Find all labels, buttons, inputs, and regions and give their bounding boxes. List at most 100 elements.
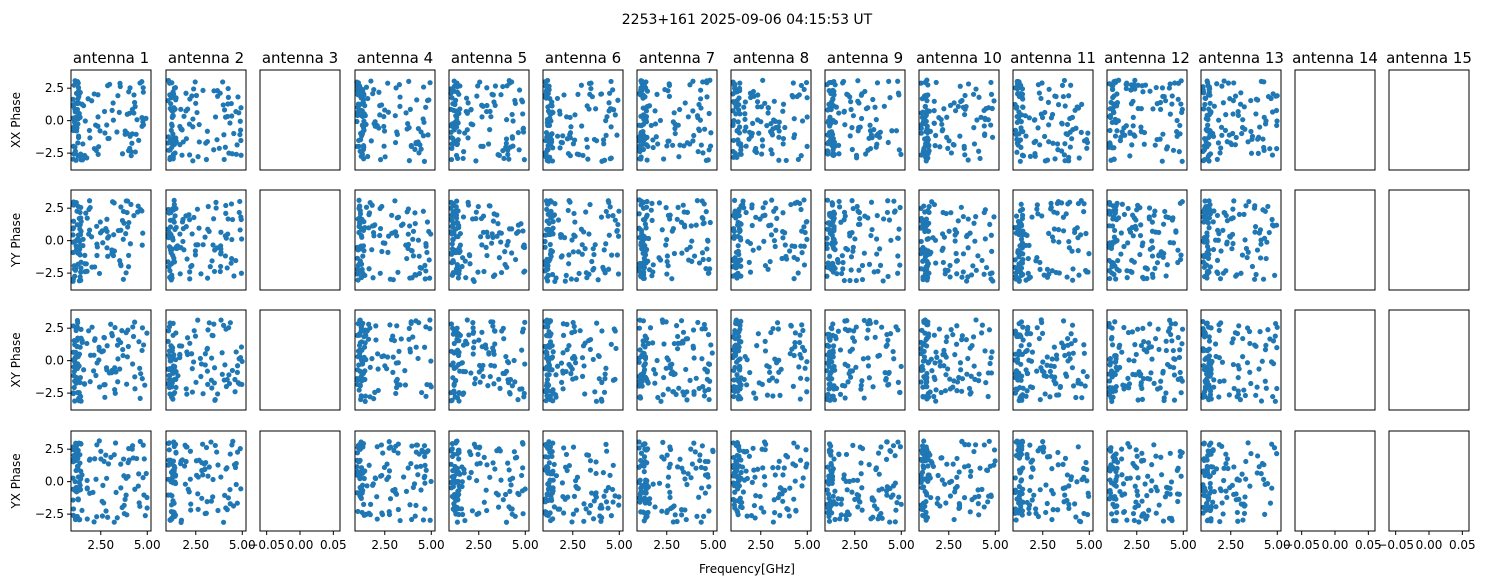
data-point [640, 138, 647, 144]
x-axis-label: Frequency[GHz] [699, 562, 795, 576]
data-point [697, 117, 704, 123]
data-point [1042, 391, 1048, 397]
y-tick-label: 0.0 [45, 234, 64, 248]
x-tick-label: 2.50 [182, 538, 209, 552]
data-point [86, 227, 93, 233]
data-point [470, 351, 476, 357]
data-point [1107, 106, 1113, 112]
data-point [586, 80, 593, 87]
data-point [607, 90, 613, 96]
data-point [841, 109, 847, 115]
data-point [640, 205, 647, 211]
data-point [369, 223, 376, 229]
data-point [466, 475, 472, 481]
data-point [140, 475, 146, 481]
data-point [836, 110, 842, 116]
data-point [1214, 269, 1220, 275]
data-point [1052, 156, 1058, 162]
data-point [1124, 275, 1130, 281]
data-point [1046, 86, 1052, 92]
data-point [967, 230, 973, 236]
data-point [397, 382, 403, 388]
data-point [1140, 376, 1147, 382]
panel-title: antenna 2 [168, 49, 244, 67]
data-point [976, 371, 982, 377]
data-point [768, 147, 774, 153]
data-point [1147, 321, 1153, 327]
data-point [70, 102, 76, 108]
data-point [233, 109, 239, 115]
data-point [926, 270, 932, 276]
data-point [925, 252, 931, 258]
data-point [664, 355, 670, 361]
data-point [639, 78, 645, 84]
data-point [81, 381, 88, 387]
data-point [925, 149, 931, 155]
data-point [168, 394, 175, 400]
data-point [1141, 339, 1147, 345]
data-point [1053, 352, 1060, 358]
data-point [872, 104, 878, 110]
data-point [574, 474, 581, 480]
data-point [602, 371, 608, 377]
data-point [824, 241, 830, 247]
data-point [854, 203, 860, 210]
data-point [1257, 124, 1263, 130]
data-point [780, 135, 787, 142]
data-point [1130, 123, 1136, 129]
data-point [895, 235, 901, 241]
data-point [1258, 78, 1264, 84]
data-point [1208, 110, 1214, 116]
data-point [947, 386, 953, 392]
data-point [1218, 248, 1224, 254]
data-point [370, 91, 376, 97]
data-point [608, 78, 614, 85]
data-point [887, 95, 893, 101]
data-point [77, 274, 83, 280]
data-point [1080, 368, 1086, 375]
data-point [796, 364, 802, 370]
data-point [112, 365, 118, 371]
data-point [1038, 365, 1044, 371]
data-point [584, 103, 590, 109]
data-point [564, 347, 570, 353]
data-point [1206, 134, 1212, 141]
data-point [695, 148, 701, 155]
data-point [84, 155, 90, 161]
panel-yy-phase-antenna-7 [636, 189, 718, 291]
data-point [886, 217, 893, 223]
data-point [638, 156, 644, 162]
data-point [603, 241, 609, 247]
data-point [499, 328, 505, 334]
data-point [744, 382, 750, 388]
data-point [789, 346, 795, 352]
data-point [1125, 205, 1131, 212]
data-point [653, 134, 659, 140]
data-point [205, 226, 211, 232]
data-point [178, 245, 184, 251]
panel-frame [636, 189, 718, 291]
data-point [615, 97, 621, 103]
data-point [71, 338, 77, 344]
data-point [1013, 230, 1019, 236]
data-point [480, 373, 486, 379]
data-point [933, 132, 939, 139]
data-point [801, 347, 808, 354]
data-point [355, 245, 361, 251]
data-point [173, 205, 179, 212]
data-point [223, 210, 229, 216]
data-point [473, 158, 479, 164]
data-point [646, 267, 653, 273]
data-point [1073, 394, 1079, 401]
data-point [223, 505, 229, 511]
data-point [570, 249, 576, 255]
data-point [832, 333, 839, 340]
panel-xx-phase-antenna-10: antenna 10 [916, 49, 1002, 171]
data-point [461, 470, 467, 476]
data-point [130, 324, 136, 330]
data-point [84, 215, 90, 221]
panel-title: antenna 15 [1386, 49, 1472, 67]
y-tick-label: 2.5 [45, 442, 64, 456]
data-point [668, 370, 674, 377]
data-point [120, 456, 127, 462]
